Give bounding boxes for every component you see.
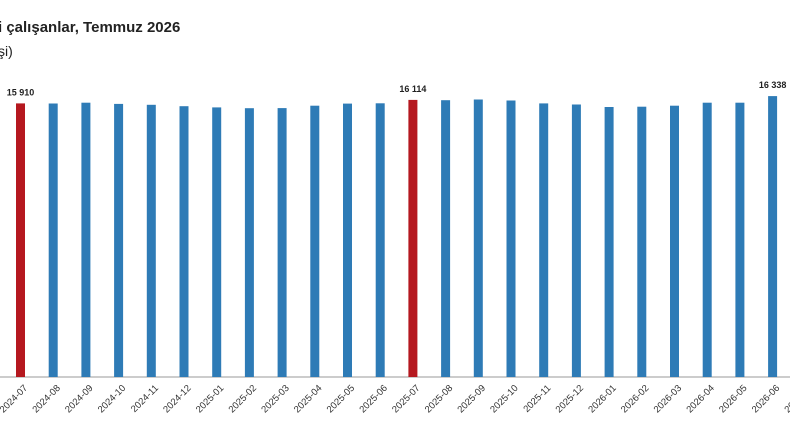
bar-2025-04 bbox=[310, 105, 320, 377]
data-label-2026-06: 16 338 bbox=[759, 80, 787, 90]
x-tick-label: 2025-03 bbox=[259, 383, 291, 415]
bar-2025-08 bbox=[441, 100, 451, 377]
x-tick-label: 2026-02 bbox=[619, 383, 651, 415]
bar-2025-11 bbox=[539, 103, 549, 378]
bar-2024-07 bbox=[16, 103, 25, 378]
bar-2026-01 bbox=[604, 107, 614, 377]
x-tick-label: 2024-11 bbox=[129, 383, 161, 415]
x-tick-label: 2024-10 bbox=[96, 383, 128, 415]
bar-2024-11 bbox=[146, 104, 156, 378]
x-tick-label: 2025-04 bbox=[292, 383, 324, 415]
x-tick-label: 2025-09 bbox=[456, 383, 488, 415]
x-tick-label: 2024-07 bbox=[0, 383, 30, 415]
x-tick-label: 2024-08 bbox=[30, 383, 62, 415]
x-tick-label: 2025-11 bbox=[521, 383, 553, 415]
bar-2025-09 bbox=[473, 99, 483, 377]
x-tick-label: 2025-08 bbox=[423, 383, 455, 415]
x-tick-label: 2026-06 bbox=[750, 383, 782, 415]
bar-2025-12 bbox=[571, 104, 581, 377]
bar-2025-05 bbox=[343, 103, 352, 377]
bar-2024-09 bbox=[81, 102, 91, 377]
x-tick-label: 2026-07 bbox=[783, 383, 790, 415]
x-tick-label: 2025-05 bbox=[325, 383, 357, 415]
x-tick-label: 2025-06 bbox=[357, 383, 389, 415]
data-label-2024-07: 15 910 bbox=[7, 87, 35, 97]
bar-2025-06 bbox=[375, 103, 385, 378]
chart-subtitle: şi) bbox=[0, 43, 13, 59]
x-tick-label: 2024-12 bbox=[161, 383, 193, 415]
x-tick-label: 2026-01 bbox=[586, 383, 618, 415]
bar-2025-01 bbox=[212, 107, 222, 378]
bar-2025-02 bbox=[244, 108, 254, 377]
chart-title: i çalışanlar, Temmuz 2026 bbox=[0, 19, 181, 36]
x-tick-label: 2026-05 bbox=[717, 383, 749, 415]
x-tick-label: 2026-03 bbox=[652, 383, 684, 415]
x-tick-label: 2025-02 bbox=[227, 383, 259, 415]
bar-2026-02 bbox=[637, 106, 647, 377]
x-tick-label: 2025-07 bbox=[390, 383, 422, 415]
bar-2026-03 bbox=[670, 105, 679, 377]
bar-2024-08 bbox=[48, 103, 58, 377]
bar-2026-05 bbox=[735, 102, 745, 377]
bar-2025-07 bbox=[408, 99, 418, 378]
bar-2026-06 bbox=[768, 96, 778, 377]
data-label-2025-07: 16 114 bbox=[399, 84, 426, 94]
x-tick-label: 2025-01 bbox=[194, 383, 226, 415]
bar-2024-10 bbox=[114, 103, 124, 378]
x-tick-label: 2025-12 bbox=[554, 383, 586, 415]
bar-2025-03 bbox=[277, 108, 287, 377]
bar-2024-12 bbox=[179, 106, 189, 377]
bar-2026-04 bbox=[702, 102, 712, 377]
bar-2025-10 bbox=[506, 100, 516, 377]
x-tick-label: 2025-10 bbox=[488, 383, 520, 415]
x-tick-label: 2026-04 bbox=[684, 383, 716, 415]
x-tick-label: 2024-09 bbox=[63, 383, 95, 415]
